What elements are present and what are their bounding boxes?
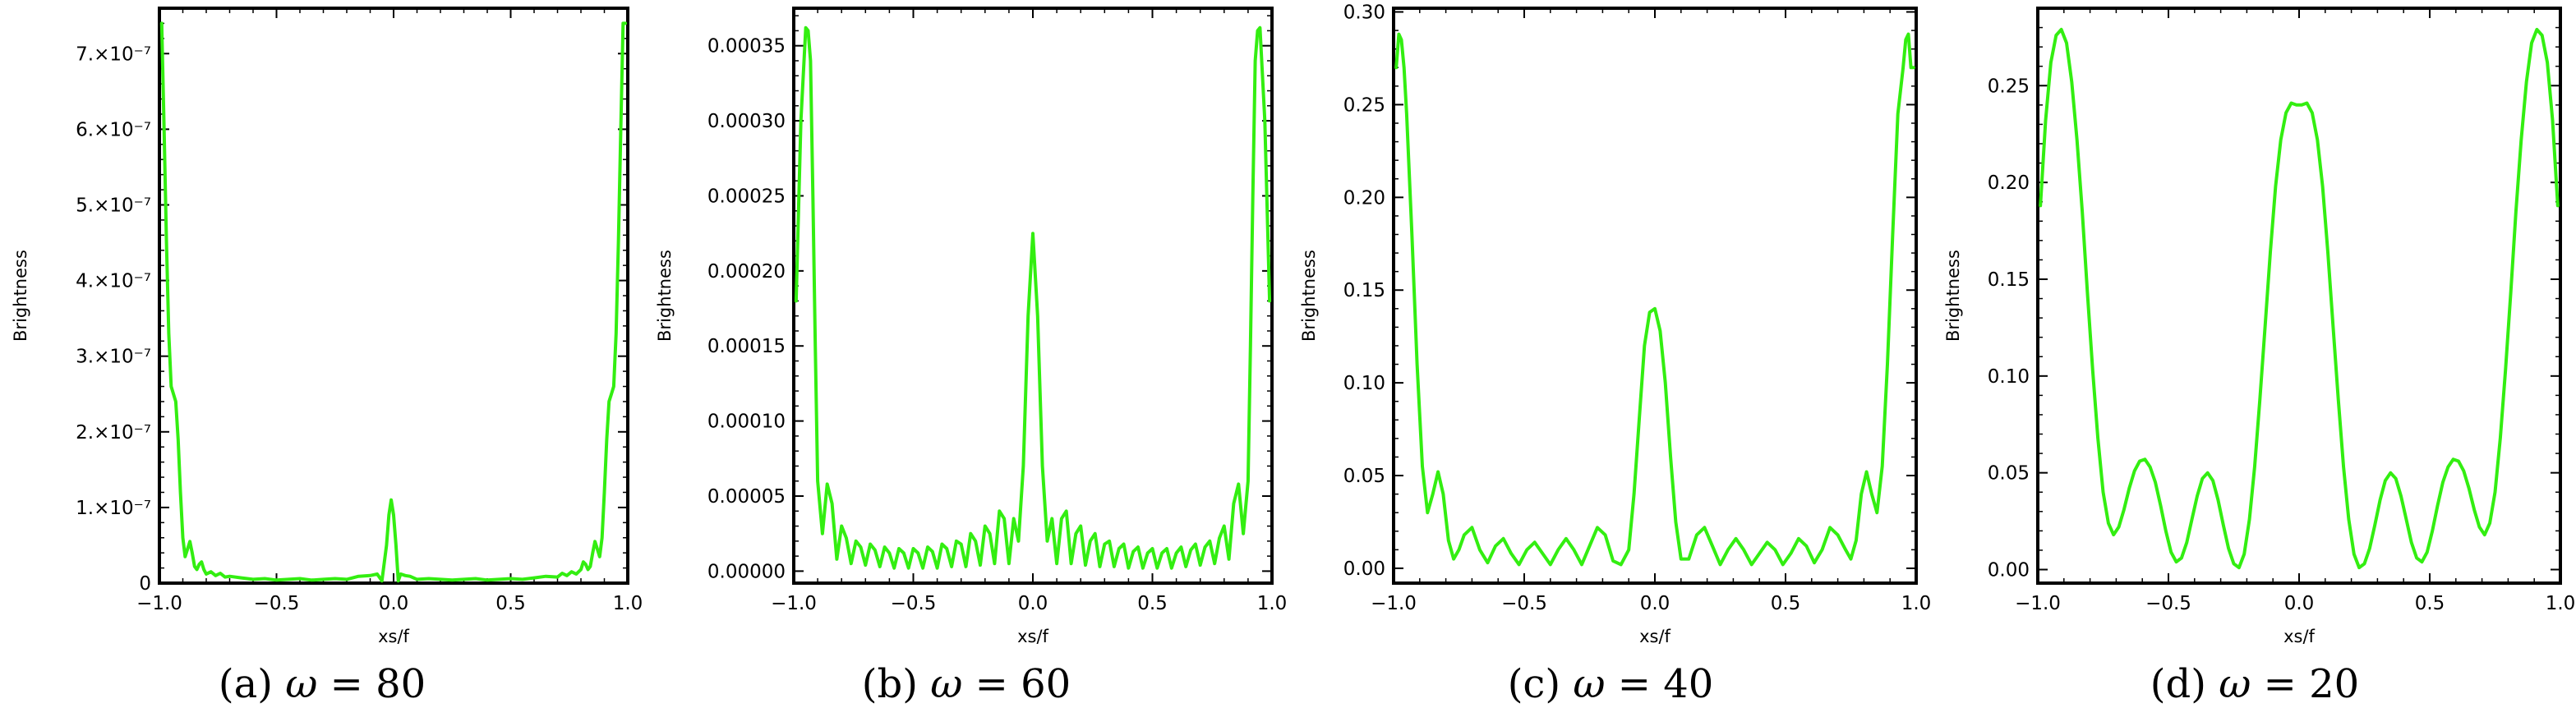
x-tick-label: 0.5 [1771, 593, 1801, 614]
series-line-d-0 [2039, 27, 2560, 570]
x-tick-label: −1.0 [2015, 593, 2061, 614]
x-tick-label: 0.0 [379, 593, 409, 614]
caption-d: (d) ω = 20 [1933, 661, 2576, 707]
y-tick-label: 0.00 [1343, 558, 1385, 580]
y-tick-label: 0.00015 [707, 336, 786, 357]
caption-a-omega: ω [285, 661, 318, 707]
caption-b-value: = 60 [975, 661, 1071, 707]
caption-d-prefix: (d) [2150, 661, 2206, 707]
y-tick-label: 0.05 [1988, 463, 2030, 485]
caption-a-value: = 80 [329, 661, 426, 707]
y-tick-label: 0.00 [1988, 560, 2030, 581]
y-tick-label: 0.25 [1343, 94, 1385, 116]
x-tick-label: 1.0 [613, 593, 643, 614]
x-tick-label: 0.5 [2415, 593, 2445, 614]
y-tick-label: 0.00010 [707, 411, 786, 433]
y-tick-label: 0 [139, 573, 151, 595]
series-line-c-0 [1394, 32, 1915, 567]
y-tick-label: 0.15 [1988, 269, 2030, 291]
panel-d: −1.0 −0.5 0.0 0.5 1.0 0.00 0.05 0.10 0.15 0.20 0.2… [1933, 0, 2576, 717]
x-tick-label: 0.5 [1137, 593, 1168, 614]
x-tick-label: 0.0 [1018, 593, 1048, 614]
y-tick-label: 0.00030 [707, 111, 786, 132]
caption-a-prefix: (a) [218, 661, 273, 707]
x-axis-label: xs/f [1017, 627, 1048, 646]
caption-b-omega: ω [930, 661, 963, 707]
caption-c-value: = 40 [1617, 661, 1714, 707]
x-tick-label: 1.0 [1257, 593, 1288, 614]
series-line-b-0 [794, 25, 1272, 570]
chart-a: −1.0 −0.5 0.0 0.5 1.0 0 1.×10⁻⁷ 2.×10⁻⁷ 3.×10⁻⁷ 4… [11, 7, 643, 646]
chart-c: −1.0 −0.5 0.0 0.5 1.0 0.00 0.05 0.10 0.15 0.20 0.2… [1299, 2, 1932, 646]
y-tick-label: 0.25 [1988, 76, 2030, 97]
x-axis-label: xs/f [1639, 627, 1670, 646]
y-axis-label: Brightness [1943, 250, 1963, 342]
y-tick-label: 1.×10⁻⁷ [76, 498, 151, 519]
y-axis-label: Brightness [1299, 250, 1319, 342]
y-tick-label: 7.×10⁻⁷ [76, 44, 151, 65]
plot-frame-c [1392, 7, 1918, 585]
caption-c-prefix: (c) [1507, 661, 1561, 707]
y-axis-label: Brightness [655, 250, 675, 342]
y-tick-label: 4.×10⁻⁷ [76, 271, 151, 292]
y-tick-label: 0.10 [1988, 366, 2030, 388]
x-tick-label: 1.0 [2546, 593, 2576, 614]
y-tick-label: 0.00035 [707, 36, 786, 57]
x-tick-label: −1.0 [771, 593, 817, 614]
y-tick-label: 2.×10⁻⁷ [76, 422, 151, 444]
caption-b: (b) ω = 60 [644, 661, 1288, 707]
plot-frame-d [2036, 7, 2562, 585]
y-tick-label: 0.10 [1343, 373, 1385, 394]
caption-b-prefix: (b) [861, 661, 918, 707]
chart-b: −1.0 −0.5 0.0 0.5 1.0 0.00000 0.00005 0.00010 0.… [655, 7, 1288, 646]
y-tick-label: 0.20 [1988, 172, 2030, 194]
y-tick-label: 0.05 [1343, 466, 1385, 487]
x-tick-label: 1.0 [1901, 593, 1932, 614]
x-tick-label: 0.0 [1640, 593, 1670, 614]
plot-frame-b [792, 7, 1274, 585]
x-tick-label: 0.0 [2284, 593, 2315, 614]
y-tick-label: 5.×10⁻⁷ [76, 195, 151, 216]
x-tick-label: −0.5 [891, 593, 937, 614]
x-axis-label: xs/f [2283, 627, 2315, 646]
caption-a: (a) ω = 80 [0, 661, 644, 707]
y-tick-label: 6.×10⁻⁷ [76, 119, 151, 140]
y-tick-label: 0.30 [1343, 2, 1385, 24]
x-tick-label: −0.5 [254, 593, 300, 614]
y-tick-label: 0.00005 [707, 486, 786, 508]
series-line-a-0 [159, 21, 628, 583]
panel-c: −1.0 −0.5 0.0 0.5 1.0 0.00 0.05 0.10 0.15 0.20 0.2… [1288, 0, 1933, 717]
chart-d: −1.0 −0.5 0.0 0.5 1.0 0.00 0.05 0.10 0.15 0.20 0.2… [1943, 7, 2576, 646]
y-tick-label: 0.00025 [707, 186, 786, 207]
y-tick-label: 0.00020 [707, 261, 786, 283]
x-tick-label: −0.5 [2145, 593, 2191, 614]
x-axis-label: xs/f [378, 627, 409, 646]
y-axis-label: Brightness [11, 250, 30, 342]
x-tick-label: −0.5 [1501, 593, 1547, 614]
caption-c: (c) ω = 40 [1288, 661, 1933, 707]
caption-d-value: = 20 [2263, 661, 2360, 707]
x-tick-label: −1.0 [1371, 593, 1417, 614]
panel-b: −1.0 −0.5 0.0 0.5 1.0 0.00000 0.00005 0.00010 0.… [644, 0, 1288, 717]
y-tick-label: 0.15 [1343, 280, 1385, 301]
y-tick-label: 3.×10⁻⁷ [76, 347, 151, 368]
x-tick-label: −1.0 [136, 593, 182, 614]
y-tick-label: 0.20 [1343, 187, 1385, 209]
panel-a: −1.0 −0.5 0.0 0.5 1.0 0 1.×10⁻⁷ 2.×10⁻⁷ 3.×10⁻⁷ 4… [0, 0, 644, 717]
y-tick-label: 0.00000 [707, 561, 786, 582]
plot-frame-a [158, 7, 629, 585]
caption-c-omega: ω [1573, 661, 1606, 707]
caption-d-omega: ω [2219, 661, 2251, 707]
x-tick-label: 0.5 [495, 593, 526, 614]
